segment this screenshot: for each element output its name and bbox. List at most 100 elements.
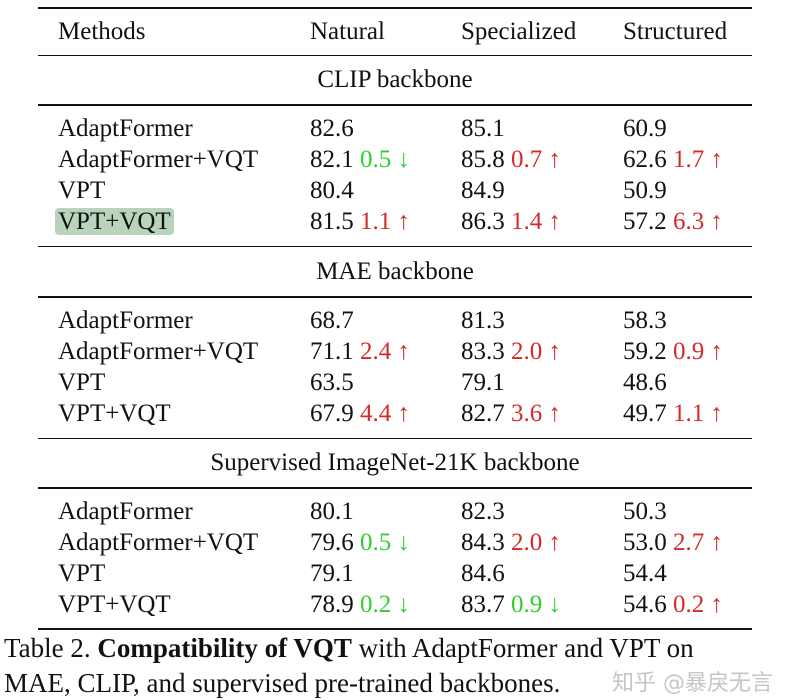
- value: 59.2: [623, 338, 667, 365]
- method-name: VPT+VQT: [55, 208, 174, 235]
- delta-up: 6.3 ↑: [673, 208, 723, 235]
- method-name: VPT: [58, 560, 106, 587]
- value-cell: 80.4: [310, 175, 354, 206]
- value-cell: 50.3: [623, 496, 667, 527]
- table-rule: [38, 7, 752, 9]
- value-cell: 62.6 1.7 ↑: [623, 144, 723, 175]
- table-rule: [38, 487, 752, 489]
- method-cell: VPT+VQT: [58, 398, 171, 429]
- value-cell: 84.6: [461, 558, 505, 589]
- value: 54.4: [623, 560, 667, 587]
- value: 63.5: [310, 369, 354, 396]
- method-cell: AdaptFormer+VQT: [58, 527, 258, 558]
- value: 85.8: [461, 146, 505, 173]
- table-row: VPT 63.5 79.1 48.6: [0, 367, 789, 398]
- arrow-down-icon: ↓: [397, 529, 411, 556]
- method-name: AdaptFormer: [58, 307, 193, 334]
- arrow-up-icon: ↑: [710, 529, 724, 556]
- value: 60.9: [623, 115, 667, 142]
- caption-text: with AdaptFormer and VPT on: [351, 633, 694, 663]
- method-cell: VPT: [58, 175, 105, 206]
- value: 84.9: [461, 177, 505, 204]
- caption-bold: Compatibility of VQT: [97, 633, 352, 663]
- value-cell: 58.3: [623, 305, 667, 336]
- value-cell: 50.9: [623, 175, 667, 206]
- arrow-up-icon: ↑: [710, 146, 724, 173]
- value: 68.7: [310, 307, 354, 334]
- value-cell: 63.5: [310, 367, 354, 398]
- arrow-up-icon: ↑: [710, 208, 724, 235]
- arrow-up-icon: ↑: [710, 591, 724, 618]
- delta-value: 1.1: [673, 400, 705, 427]
- value: 48.6: [623, 369, 667, 396]
- value: 78.9: [310, 591, 354, 618]
- method-cell: VPT+VQT: [58, 589, 171, 620]
- table-rule: [38, 628, 752, 630]
- delta-up: 0.2 ↑: [673, 591, 723, 618]
- arrow-down-icon: ↓: [548, 591, 562, 618]
- delta-down: 0.2 ↓: [360, 591, 410, 618]
- arrow-up-icon: ↑: [397, 338, 411, 365]
- value-cell: 82.3: [461, 496, 505, 527]
- value-cell: 85.1: [461, 113, 505, 144]
- method-cell: AdaptFormer: [58, 496, 193, 527]
- value-cell: 84.9: [461, 175, 505, 206]
- value-cell: 53.0 2.7 ↑: [623, 527, 723, 558]
- value: 82.3: [461, 498, 505, 525]
- delta-down: 0.5 ↓: [360, 146, 410, 173]
- value: 58.3: [623, 307, 667, 334]
- value: 79.1: [310, 560, 354, 587]
- method-name: VPT: [58, 369, 106, 396]
- delta-up: 2.0 ↑: [511, 529, 561, 556]
- value-cell: 59.2 0.9 ↑: [623, 336, 723, 367]
- delta-value: 0.2: [360, 591, 392, 618]
- value-cell: 83.7 0.9 ↓: [461, 589, 561, 620]
- value-cell: 68.7: [310, 305, 354, 336]
- value-cell: 48.6: [623, 367, 667, 398]
- section-title: CLIP backbone: [317, 66, 473, 93]
- table-row: VPT+VQT 78.9 0.2 ↓ 83.7 0.9 ↓ 54.6 0.2 ↑: [0, 589, 789, 620]
- value: 82.1: [310, 146, 354, 173]
- value-cell: 81.3: [461, 305, 505, 336]
- delta-up: 2.7 ↑: [673, 529, 723, 556]
- delta-value: 1.7: [673, 146, 705, 173]
- value: 57.2: [623, 208, 667, 235]
- section-title: MAE backbone: [316, 258, 474, 285]
- value: 49.7: [623, 400, 667, 427]
- arrow-up-icon: ↑: [397, 208, 411, 235]
- table-rule: [38, 55, 752, 56]
- table-rule: [38, 104, 752, 106]
- value-cell: 84.3 2.0 ↑: [461, 527, 561, 558]
- delta-value: 4.4: [360, 400, 392, 427]
- delta-value: 3.6: [511, 400, 543, 427]
- column-header: Natural: [310, 18, 385, 45]
- method-cell: VPT: [58, 558, 105, 589]
- caption-label: Table 2.: [4, 633, 91, 663]
- table-row: AdaptFormer+VQT 71.1 2.4 ↑ 83.3 2.0 ↑ 59.2 …: [0, 336, 789, 367]
- delta-value: 1.4: [511, 208, 543, 235]
- value-cell: 85.8 0.7 ↑: [461, 144, 561, 175]
- table-row: AdaptFormer 68.7 81.3 58.3: [0, 305, 789, 336]
- value: 79.6: [310, 529, 354, 556]
- delta-value: 0.7: [511, 146, 543, 173]
- arrow-down-icon: ↓: [397, 146, 411, 173]
- value-cell: 83.3 2.0 ↑: [461, 336, 561, 367]
- watermark: 知乎 @暴戾无言: [612, 671, 773, 696]
- delta-up: 0.7 ↑: [511, 146, 561, 173]
- arrow-up-icon: ↑: [548, 400, 562, 427]
- delta-up: 4.4 ↑: [360, 400, 410, 427]
- arrow-up-icon: ↑: [397, 400, 411, 427]
- delta-value: 0.5: [360, 146, 392, 173]
- value-cell: 80.1: [310, 496, 354, 527]
- method-name: AdaptFormer+VQT: [58, 529, 259, 556]
- table-row: AdaptFormer+VQT 82.1 0.5 ↓ 85.8 0.7 ↑ 62.6 …: [0, 144, 789, 175]
- method-cell: AdaptFormer+VQT: [58, 336, 258, 367]
- section-title: Supervised ImageNet-21K backbone: [210, 449, 580, 476]
- value: 83.3: [461, 338, 505, 365]
- table-row: VPT 80.4 84.9 50.9: [0, 175, 789, 206]
- table-rule: [38, 296, 752, 298]
- arrow-up-icon: ↑: [548, 338, 562, 365]
- value: 62.6: [623, 146, 667, 173]
- delta-value: 2.0: [511, 529, 543, 556]
- table-row: AdaptFormer+VQT 79.6 0.5 ↓ 84.3 2.0 ↑ 53.0 …: [0, 527, 789, 558]
